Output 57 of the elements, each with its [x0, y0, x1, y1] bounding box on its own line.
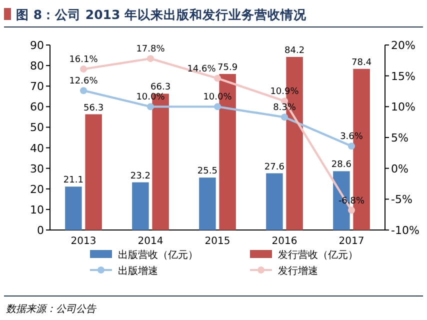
data-label: 56.3 [84, 103, 104, 114]
point [281, 114, 288, 121]
legend-label: 发行增速 [278, 265, 318, 277]
data-label: 84.2 [284, 46, 305, 56]
legend-label: 发行营收（亿元） [278, 249, 358, 261]
y2-tick-label: 15% [391, 70, 416, 83]
legend-label: 出版营收（亿元） [118, 249, 198, 261]
data-label: 21.1 [63, 176, 84, 186]
point [80, 66, 87, 73]
bar [85, 114, 102, 230]
y2-tick-label: 0% [391, 162, 408, 176]
y-tick-label: 90 [30, 39, 44, 52]
y-tick-label: 20 [30, 182, 44, 196]
y-tick-label: 60 [30, 100, 44, 114]
data-label: 75.9 [218, 62, 238, 73]
data-label: 27.6 [264, 162, 285, 172]
x-tick-label: 2016 [272, 236, 298, 247]
data-label: 12.6% [69, 76, 98, 87]
legend-label: 出版增速 [118, 265, 158, 277]
y2-tick-label: -10% [391, 224, 420, 237]
y-tick-label: 40 [30, 142, 44, 155]
point [214, 103, 221, 110]
point [147, 55, 154, 62]
point [348, 206, 355, 214]
y-tick-label: 0 [37, 224, 44, 237]
y2-tick-label: -5% [391, 193, 412, 206]
data-label: 14.6% [187, 64, 216, 74]
chart-title: 图 8：公司 2013 年以来出版和发行业务营收情况 [16, 7, 308, 22]
y-tick-label: 70 [30, 80, 44, 94]
y2-tick-label: 5% [391, 132, 408, 144]
data-label: 23.2 [130, 171, 150, 182]
data-label: 17.8% [136, 44, 166, 55]
bar [65, 186, 82, 230]
point [348, 142, 355, 150]
y2-tick-label: 20% [391, 39, 416, 52]
bar [199, 178, 216, 230]
data-label: 28.6 [331, 160, 352, 170]
data-label: 66.3 [150, 82, 171, 93]
data-label: 16.1% [69, 55, 98, 66]
data-label: 78.4 [352, 58, 372, 68]
y-tick-label: 80 [30, 60, 44, 73]
y-tick-label: 10 [30, 203, 44, 216]
y-tick-label: 30 [30, 162, 44, 176]
data-label: -6.8% [338, 196, 365, 206]
point [80, 87, 87, 94]
source-note: 数据来源：公司公告 [6, 303, 97, 315]
y-tick-label: 50 [30, 121, 44, 134]
point [214, 74, 221, 82]
x-tick-label: 2017 [338, 236, 364, 247]
x-tick-label: 2014 [138, 236, 164, 247]
point [147, 103, 154, 110]
data-label: 25.5 [197, 166, 218, 177]
y2-tick-label: 10% [391, 100, 416, 114]
x-tick-label: 2013 [70, 236, 96, 247]
bar [266, 173, 283, 230]
bar [132, 182, 149, 230]
x-tick-label: 2015 [204, 236, 230, 247]
